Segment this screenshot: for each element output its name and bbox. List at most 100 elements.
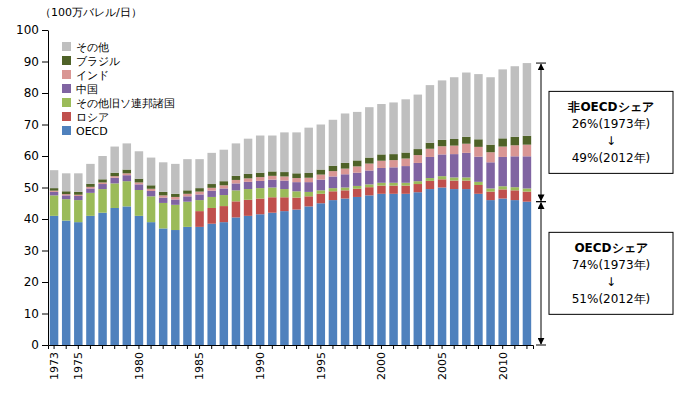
y-tick-mark bbox=[42, 93, 48, 94]
bar bbox=[110, 208, 118, 345]
bar bbox=[401, 186, 409, 194]
bar bbox=[486, 152, 494, 162]
bar bbox=[171, 194, 179, 197]
bar bbox=[62, 221, 70, 345]
bar bbox=[377, 161, 385, 168]
bar bbox=[401, 99, 409, 152]
bar bbox=[292, 132, 300, 173]
y-tick-mark bbox=[42, 282, 48, 283]
x-tick-mark bbox=[151, 345, 152, 349]
y-tick: 50 bbox=[24, 181, 48, 195]
y-tick-mark bbox=[42, 345, 48, 346]
bar bbox=[232, 201, 240, 217]
series-bars bbox=[50, 144, 531, 200]
x-tick-mark bbox=[405, 345, 406, 349]
bar bbox=[195, 211, 203, 227]
bar bbox=[244, 189, 252, 200]
bar bbox=[511, 187, 519, 190]
bar bbox=[268, 136, 276, 172]
legend-item: その他 bbox=[62, 41, 109, 54]
x-tick-mark bbox=[490, 345, 491, 349]
bar bbox=[317, 190, 325, 193]
x-tick: 1980 bbox=[133, 345, 146, 380]
bar bbox=[377, 104, 385, 154]
legend-label: インド bbox=[76, 69, 109, 82]
x-tick bbox=[175, 345, 176, 349]
bar bbox=[195, 200, 203, 211]
bar bbox=[438, 179, 446, 187]
x-tick-label: 1975 bbox=[72, 352, 85, 380]
x-tick bbox=[369, 345, 370, 349]
bar bbox=[110, 173, 118, 176]
bar bbox=[207, 153, 215, 184]
bar bbox=[389, 167, 397, 182]
bar bbox=[86, 188, 94, 192]
bar bbox=[341, 174, 349, 187]
x-tick-mark bbox=[54, 345, 55, 349]
x-tick bbox=[248, 345, 249, 349]
bar bbox=[414, 149, 422, 155]
annotation-text: OECDシェア bbox=[574, 241, 647, 255]
bar bbox=[183, 227, 191, 345]
x-tick-mark bbox=[284, 345, 285, 349]
bar bbox=[147, 196, 155, 222]
x-tick-mark bbox=[332, 345, 333, 349]
bar bbox=[486, 200, 494, 345]
y-tick: 100 bbox=[16, 23, 48, 37]
bar bbox=[171, 230, 179, 345]
x-tick bbox=[308, 345, 309, 349]
x-tick-label: 2010 bbox=[497, 352, 510, 380]
bar bbox=[62, 191, 70, 194]
bar bbox=[232, 190, 240, 201]
bar bbox=[401, 183, 409, 186]
annotation-box bbox=[549, 91, 673, 173]
bar bbox=[523, 202, 531, 345]
x-tick bbox=[514, 345, 515, 349]
bar bbox=[135, 179, 143, 183]
bracket-end bbox=[536, 201, 546, 202]
annotation-text: 49%(2012年) bbox=[572, 151, 651, 165]
x-tick-mark bbox=[320, 345, 321, 349]
y-tick-mark bbox=[42, 156, 48, 157]
bar bbox=[292, 210, 300, 345]
x-tick bbox=[66, 345, 67, 349]
bar bbox=[486, 188, 494, 191]
legend-item: インド bbox=[62, 69, 109, 82]
bar bbox=[341, 188, 349, 191]
bar bbox=[426, 189, 434, 345]
legend-swatch bbox=[62, 98, 71, 107]
bar bbox=[450, 139, 458, 146]
bar bbox=[486, 162, 494, 188]
x-tick-label: 2005 bbox=[436, 352, 449, 380]
bar bbox=[244, 174, 252, 178]
bar bbox=[426, 157, 434, 178]
bar bbox=[183, 196, 191, 201]
x-tick: 1985 bbox=[193, 345, 206, 380]
bar bbox=[474, 185, 482, 194]
bar bbox=[268, 180, 276, 188]
bar bbox=[98, 156, 106, 179]
bar bbox=[256, 136, 264, 173]
bar bbox=[462, 137, 470, 144]
bar bbox=[389, 102, 397, 154]
bar bbox=[462, 177, 470, 180]
bar bbox=[523, 156, 531, 188]
bar bbox=[426, 149, 434, 157]
legend-label: その他 bbox=[76, 41, 109, 54]
bar bbox=[426, 85, 434, 143]
bar bbox=[280, 132, 288, 172]
bar bbox=[438, 154, 446, 176]
y-tick: 10 bbox=[24, 307, 48, 321]
series-bars bbox=[50, 188, 531, 346]
bar bbox=[341, 113, 349, 162]
bar bbox=[86, 187, 94, 189]
bar bbox=[292, 178, 300, 182]
bar bbox=[220, 206, 228, 222]
x-tick-mark bbox=[454, 345, 455, 349]
legend-swatch bbox=[62, 84, 71, 93]
bar bbox=[110, 147, 118, 173]
x-tick-mark bbox=[223, 345, 224, 349]
x-tick bbox=[163, 345, 164, 349]
bar bbox=[86, 164, 94, 184]
bar bbox=[401, 194, 409, 345]
